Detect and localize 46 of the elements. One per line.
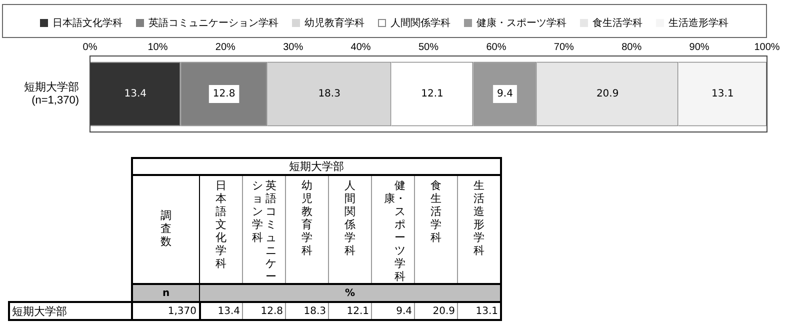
x-tick-label: 20% (215, 42, 236, 53)
data-label: 20.9 (596, 88, 619, 100)
text: 20.9 (414, 302, 458, 320)
legend-label: 幼児教育学科 (304, 16, 364, 29)
text: 生活造形学科 (474, 179, 484, 257)
text: 英語コミュニケーション学科 (252, 179, 276, 283)
text: 食生活学科 (430, 179, 442, 244)
legend-label: 食生活学科 (592, 16, 642, 29)
x-tick-label: 100% (754, 42, 780, 53)
text: 調査数 (160, 208, 172, 250)
text: 13.1 (458, 302, 501, 320)
x-tick-label: 40% (350, 42, 371, 53)
text: 健康・スポーツ学科 (384, 179, 406, 283)
legend-label: 英語コミュニケーション学科 (148, 16, 278, 29)
text: 短期大学部 (9, 302, 132, 320)
x-tick-label: 60% (486, 42, 506, 53)
text: n (132, 284, 200, 302)
text: 18.3 (286, 302, 328, 320)
x-tick-label: 90% (689, 42, 710, 53)
x-tick-label: 0% (82, 42, 98, 53)
legend-label: 健康・スポーツ学科 (476, 16, 566, 29)
text: 人間関係学科 (344, 179, 356, 257)
x-tick-label: 10% (148, 42, 168, 53)
legend-label: 日本語文化学科 (52, 16, 122, 29)
text: 13.4 (200, 302, 242, 320)
text: % (200, 284, 501, 302)
legend-label: 人間関係学科 (390, 16, 450, 29)
text: 日本語文化学科 (216, 179, 226, 270)
data-label: 18.3 (318, 88, 340, 100)
text: 12.1 (328, 302, 372, 320)
data-label: 13.4 (124, 88, 146, 100)
data-label: 13.1 (712, 88, 734, 100)
x-tick-label: 80% (622, 42, 642, 53)
text: 9.4 (372, 302, 414, 320)
text: 12.8 (242, 302, 286, 320)
data-label: 12.8 (212, 88, 236, 100)
text: 1,370 (132, 302, 200, 320)
text: 幼児教育学科 (302, 179, 312, 257)
x-tick-label: 50% (418, 42, 439, 53)
x-tick-label: 30% (283, 42, 304, 53)
data-label: 12.1 (421, 88, 444, 100)
data-label: 9.4 (497, 88, 513, 100)
y-tick-label: 短期大学部 (n=1,370) (24, 80, 79, 107)
text: 短期大学部 (132, 158, 501, 175)
x-tick-label: 70% (554, 42, 574, 53)
legend-label: 生活造形学科 (668, 16, 728, 29)
